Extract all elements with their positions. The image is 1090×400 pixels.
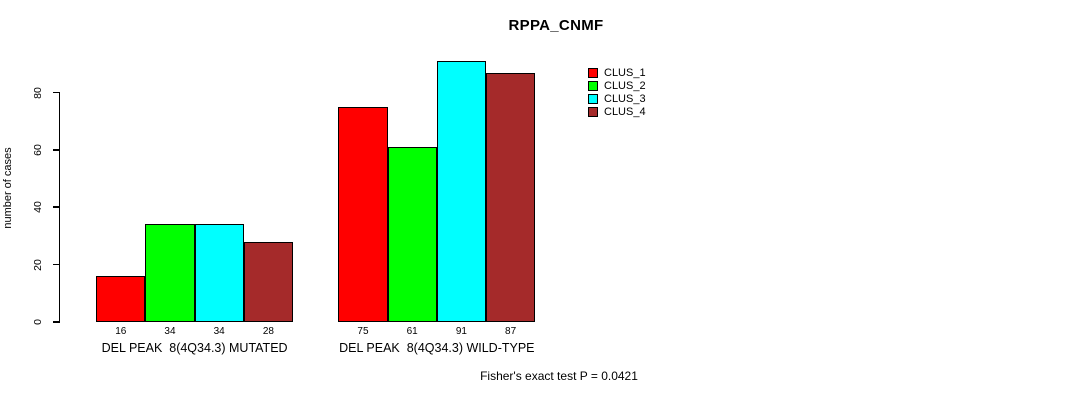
bar-clus_3 xyxy=(436,61,486,322)
fisher-test-annotation: Fisher's exact test P = 0.0421 xyxy=(480,369,638,383)
bar-clus_4 xyxy=(486,72,536,322)
bar-value-label: 28 xyxy=(262,326,274,337)
bar-value-label: 61 xyxy=(406,326,418,337)
legend-label: CLUS_3 xyxy=(604,92,646,105)
y-tick-mark xyxy=(53,206,60,208)
y-tick-mark xyxy=(53,149,60,151)
chart-title: RPPA_CNMF xyxy=(508,17,604,34)
bar-value-label: 16 xyxy=(115,326,127,337)
group-label: DEL PEAK 8(4Q34.3) MUTATED xyxy=(101,340,288,355)
y-tick-label: 60 xyxy=(32,144,44,156)
bar-clus_3 xyxy=(194,224,244,322)
y-axis-label: number of cases xyxy=(2,147,14,229)
legend-label: CLUS_2 xyxy=(604,79,646,92)
y-tick-label: 80 xyxy=(32,86,44,99)
legend-swatch-clus_3 xyxy=(588,94,598,104)
bar-value-label: 34 xyxy=(213,326,225,337)
legend-swatch-clus_4 xyxy=(588,107,598,117)
bar-clus_4 xyxy=(243,241,293,322)
bar-clus_2 xyxy=(145,224,195,322)
bar-value-label: 34 xyxy=(164,326,176,337)
legend-swatch-clus_1 xyxy=(588,68,598,78)
bar-value-label: 91 xyxy=(455,326,467,337)
group-label: DEL PEAK 8(4Q34.3) WILD-TYPE xyxy=(339,340,535,355)
y-tick-mark xyxy=(53,91,60,94)
y-tick-label: 40 xyxy=(32,201,44,214)
legend-label: CLUS_1 xyxy=(604,66,646,79)
legend-swatch-clus_2 xyxy=(588,81,598,91)
bar-clus_2 xyxy=(387,147,437,322)
legend-label: CLUS_4 xyxy=(604,105,646,118)
y-tick-mark xyxy=(53,321,60,323)
bar-clus_1 xyxy=(96,275,146,322)
y-tick-label: 20 xyxy=(32,258,44,271)
bar-clus_1 xyxy=(338,106,388,322)
y-tick-mark xyxy=(53,263,60,266)
y-tick-label: 0 xyxy=(32,318,44,325)
bar-value-label: 87 xyxy=(505,326,517,337)
bar-value-label: 75 xyxy=(357,326,369,337)
